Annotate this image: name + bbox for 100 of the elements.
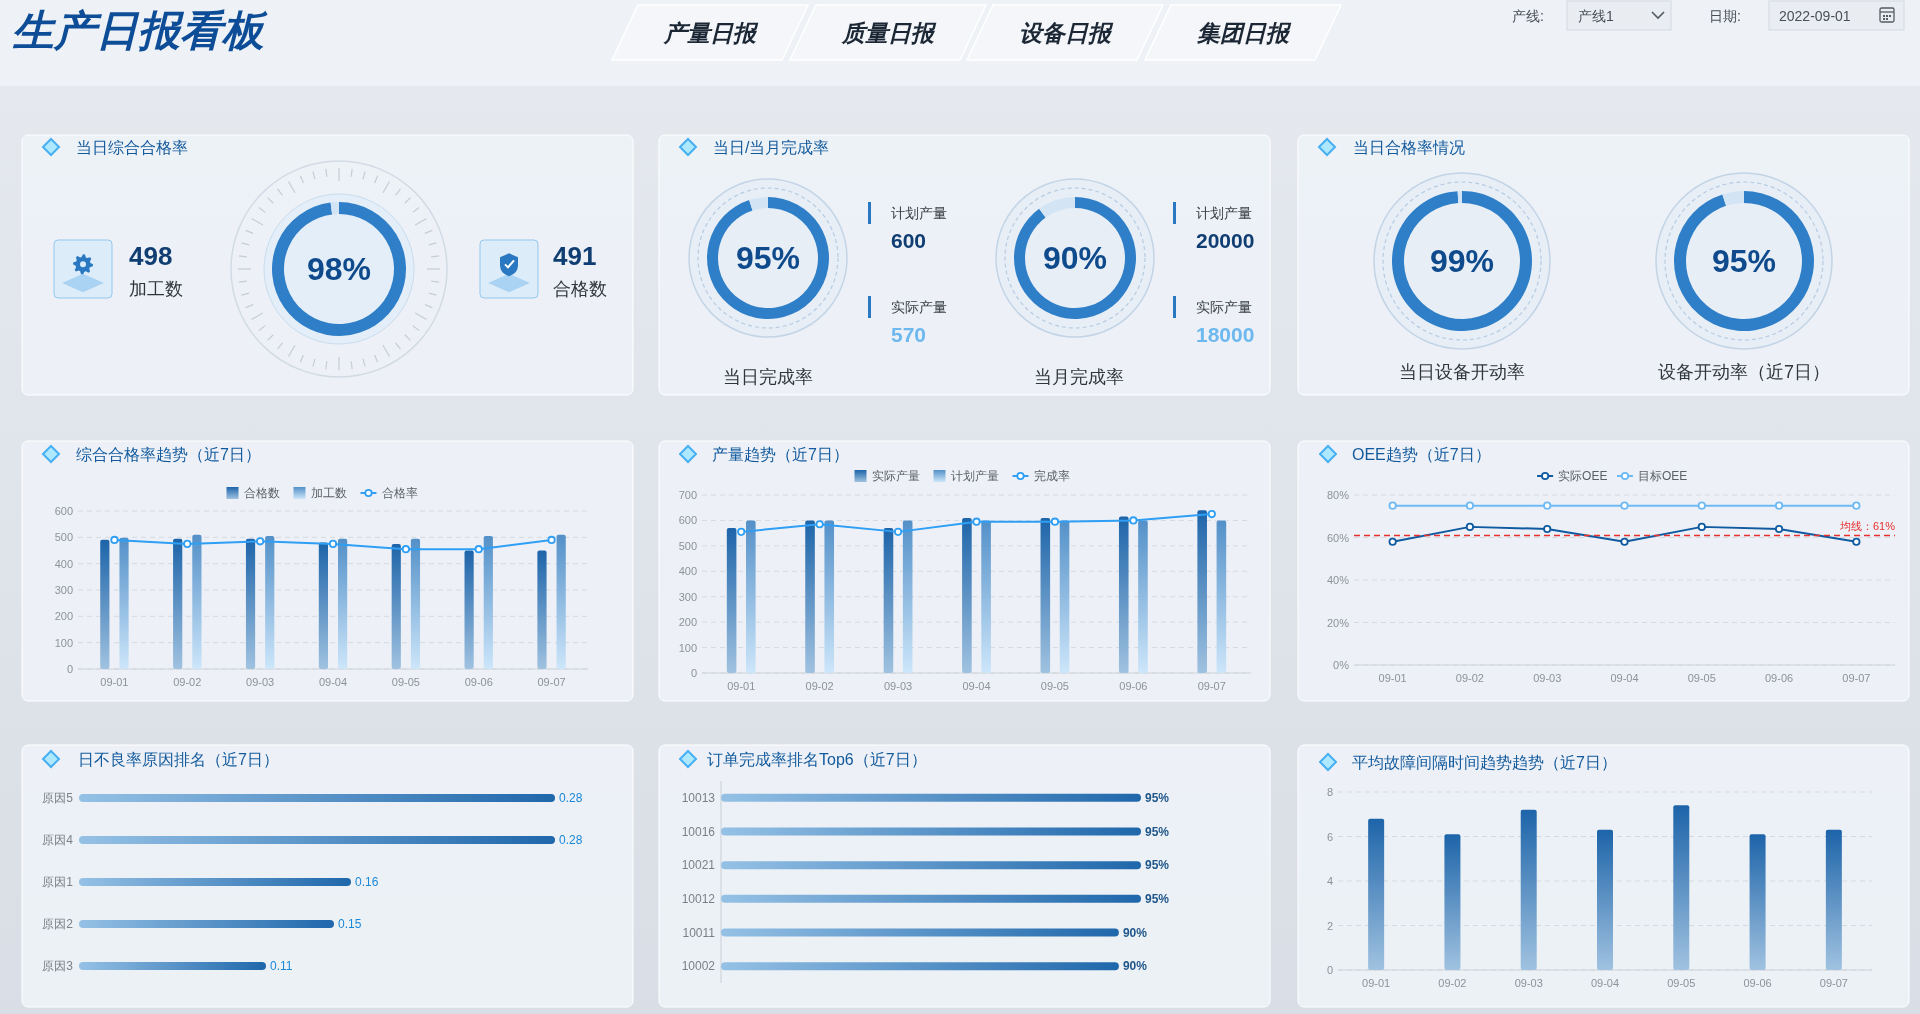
y-tick-label: 0% [1333, 659, 1350, 671]
x-tick-label: 09-02 [173, 676, 202, 688]
point [1620, 537, 1629, 546]
y-tick-label: 500 [678, 539, 697, 552]
point [1543, 501, 1552, 510]
text: 18000 [1196, 322, 1255, 346]
y-tick-label: 600 [678, 514, 697, 527]
legend-label: 完成率 [1033, 469, 1070, 483]
text: 570 [891, 322, 927, 346]
data-label: 0.28 [559, 833, 583, 847]
point [1697, 501, 1706, 510]
y-tick-label: 10002 [681, 959, 716, 974]
point [328, 539, 338, 549]
donut-slice [1392, 191, 1532, 331]
text: 498 [129, 241, 173, 271]
point [256, 537, 265, 546]
text: 质量日报 [841, 20, 937, 46]
y-tick-label: 300 [678, 590, 697, 603]
y-tick-label: 600 [54, 505, 73, 517]
data-label: 98% [306, 251, 372, 287]
x-tick-label: 09-04 [1610, 672, 1639, 684]
y-tick-label: 10016 [681, 824, 716, 839]
text: 集团日报 [1197, 20, 1292, 46]
text: 计划产量 [1196, 205, 1252, 221]
chart-title: 平均故障间隔时间趋势趋势（近7日） [1352, 753, 1617, 771]
chart-title: 产量趋势（近7日） [712, 445, 849, 463]
y-tick-label: 500 [54, 531, 73, 544]
bar [1749, 834, 1766, 970]
legend-label: 计划产量 [950, 469, 999, 483]
x-tick-label: 09-04 [1590, 977, 1620, 989]
legend-label: 目标OEE [1638, 469, 1688, 483]
text: 合格数 [553, 279, 607, 299]
y-tick-label: 4 [1326, 875, 1333, 887]
y-tick-label: 60% [1326, 531, 1350, 544]
x-tick-label: 09-02 [1438, 977, 1467, 989]
data-label: 90% [1122, 925, 1148, 940]
bar [338, 538, 348, 669]
bar [79, 836, 555, 844]
bar [1825, 829, 1842, 970]
legend-label: 合格数 [243, 486, 280, 500]
chart-title: 当日合格率情况 [1353, 138, 1465, 156]
y-tick-label: 0 [690, 667, 697, 679]
text: 计划产量 [891, 205, 947, 221]
point [737, 527, 746, 536]
y-tick-label: 200 [54, 610, 73, 623]
point [1465, 501, 1475, 510]
y-tick-label: 200 [678, 616, 697, 629]
y-tick-label: 8 [1326, 786, 1333, 798]
x-tick-label: 09-04 [962, 680, 991, 692]
bar [1520, 809, 1537, 970]
point [1852, 537, 1861, 546]
legend-label: 加工数 [310, 486, 347, 500]
point [474, 545, 483, 554]
text: 设备日报 [1019, 20, 1114, 46]
x-tick-label: 09-06 [1119, 680, 1148, 692]
y-tick-label: 100 [54, 636, 73, 649]
point [1852, 501, 1861, 510]
y-tick-label: 10013 [681, 790, 716, 805]
point [1543, 524, 1552, 534]
x-tick-label: 09-03 [246, 676, 275, 688]
bar [100, 539, 110, 669]
x-tick-label: 09-01 [100, 676, 129, 688]
y-tick-label: 原因5 [42, 791, 74, 805]
text: 当月完成率 [1034, 367, 1124, 387]
y-tick-label: 300 [54, 584, 73, 596]
data-label: 95% [1145, 824, 1170, 839]
bar [556, 534, 566, 669]
bar [537, 550, 547, 669]
point [972, 517, 981, 526]
donut-slice [272, 202, 406, 336]
text: 生产日报看板 [12, 6, 268, 54]
x-tick-label: 09-07 [537, 676, 566, 688]
point [1774, 501, 1784, 510]
bar [79, 920, 334, 928]
text: 当日综合合格率 [76, 138, 188, 156]
text: 当日完成率 [723, 367, 813, 387]
bar [1673, 805, 1690, 970]
text: 20000 [1196, 228, 1255, 252]
y-tick-label: 原因1 [42, 875, 74, 889]
x-tick-label: 09-07 [1819, 977, 1848, 989]
bar [192, 534, 202, 669]
chart-title: 订单完成率排名Top6（近7日） [707, 750, 927, 768]
chart-title: OEE趋势（近7日） [1352, 445, 1491, 463]
y-tick-label: 10012 [681, 891, 716, 906]
bar [79, 878, 351, 886]
y-tick-label: 0 [1326, 964, 1333, 976]
y-tick-label: 10011 [682, 925, 716, 940]
point [547, 535, 556, 545]
point [110, 535, 119, 545]
x-tick-label: 09-02 [805, 680, 834, 692]
y-tick-label: 原因2 [42, 917, 74, 931]
donut-slice [749, 197, 768, 211]
text: 当日设备开动率 [1399, 362, 1525, 382]
data-label: 0.16 [355, 875, 379, 889]
x-tick-label: 09-04 [318, 676, 348, 688]
data-label: 95% [735, 240, 801, 276]
donut-slice [330, 202, 339, 215]
chart-title: 综合合格率趋势（近7日） [76, 445, 261, 463]
legend-label: 实际OEE [1558, 469, 1608, 483]
y-tick-label: 原因3 [42, 959, 74, 973]
